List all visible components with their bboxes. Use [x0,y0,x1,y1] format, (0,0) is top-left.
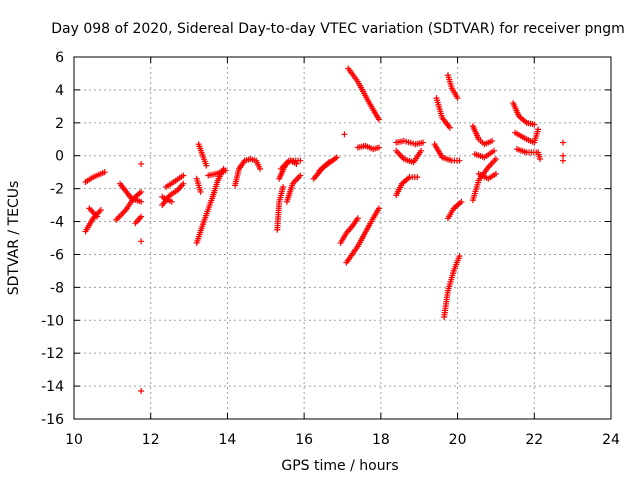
data-point-marker [326,159,333,166]
data-point-marker [414,174,421,181]
x-tick-label: 12 [142,432,160,448]
y-tick-label: -12 [41,346,64,362]
data-point-marker [341,131,348,138]
data-point-marker [420,139,427,146]
data-point-marker [375,116,382,123]
data-point-marker [375,144,382,151]
x-tick-label: 20 [449,432,467,448]
y-axis-label: SDTVAR / TECUs [6,181,22,296]
y-tick-label: -16 [41,412,64,428]
data-point-marker [458,198,465,205]
data-point-marker [138,198,145,205]
y-tick-label: -2 [50,182,64,198]
data-point-marker [492,156,499,163]
data-point-marker [456,253,463,260]
data-point-marker [375,205,382,212]
data-point-marker [222,167,229,174]
data-point-marker [333,154,340,161]
data-point-marker [456,157,463,164]
y-tick-label: 0 [55,149,64,165]
y-tick-label: -8 [50,280,64,296]
data-point-marker [446,124,453,131]
data-point-marker [138,388,145,395]
chart-title: Day 098 of 2020, Sidereal Day-to-day VTE… [51,21,625,37]
data-point-marker [418,147,425,154]
data-point-marker [531,121,538,128]
x-tick-label: 22 [525,432,543,448]
x-tick-label: 18 [372,432,390,448]
y-tick-label: 2 [55,116,64,132]
data-point-marker [297,157,304,164]
x-tick-label: 10 [65,432,83,448]
x-tick-label: 24 [602,432,620,448]
data-point-marker [138,188,145,195]
x-tick-label: 16 [295,432,313,448]
x-axis-label: GPS time / hours [281,458,398,474]
data-point-marker [138,213,145,220]
data-point-marker [280,183,287,190]
data-point-marker [489,137,496,144]
data-point-marker [203,162,210,169]
data-point-marker [257,165,264,172]
y-tick-label: 4 [55,83,64,99]
data-point-marker [454,95,461,102]
data-point-marker [560,139,567,146]
data-point-marker [354,215,361,222]
data-points [82,65,567,395]
data-point-marker [297,172,304,179]
data-point-marker [492,170,499,177]
data-point-marker [138,238,145,245]
data-point-marker [491,147,498,154]
data-point-marker [94,213,101,220]
data-point-marker [180,172,187,179]
data-point-marker [138,160,145,167]
y-tick-label: -6 [50,247,64,263]
y-tick-label: -10 [41,313,64,329]
plot-frame [73,56,612,420]
data-point-marker [101,169,108,176]
data-point-marker [535,126,542,133]
data-point-marker [293,160,300,167]
data-point-marker [180,180,187,187]
x-tick-label: 14 [219,432,237,448]
y-tick-label: -14 [41,379,64,395]
data-point-marker [537,156,544,163]
y-tick-label: -4 [50,215,64,231]
data-point-marker [560,157,567,164]
data-point-marker [168,198,175,205]
y-tick-label: 6 [55,50,64,66]
data-point-marker [197,188,204,195]
data-point-marker [97,207,104,214]
